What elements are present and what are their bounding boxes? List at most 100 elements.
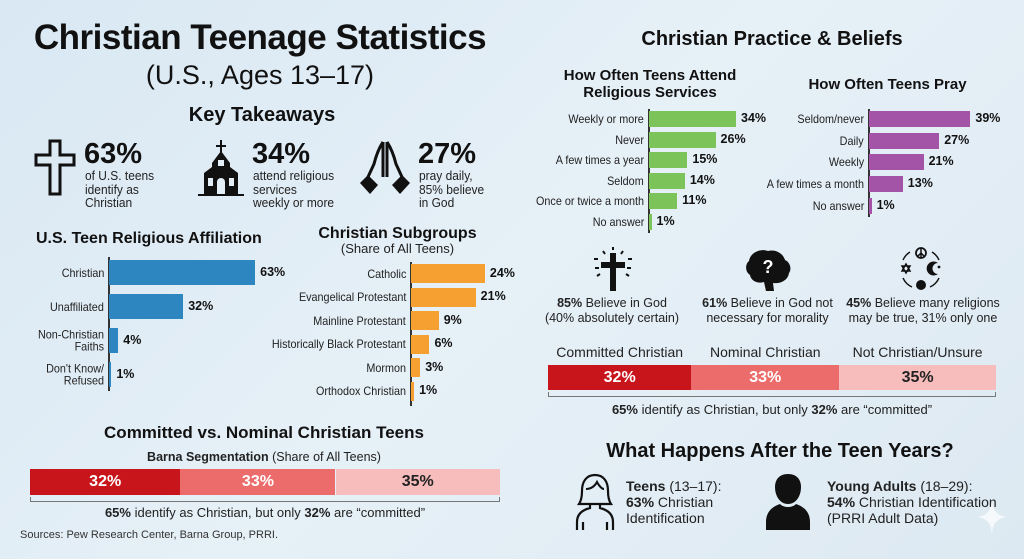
category-label: No answer bbox=[592, 214, 644, 229]
category-label: Orthodox Christian bbox=[315, 383, 406, 398]
sources: Sources: Pew Research Center, Barna Grou… bbox=[20, 529, 279, 541]
segment: 32% bbox=[548, 365, 692, 390]
prayer-chart: Seldom/never 39% Daily 27% Weekly 21% A few ti… bbox=[767, 109, 1008, 217]
bar bbox=[109, 260, 256, 285]
value-label: 1% bbox=[419, 383, 438, 397]
category-label: A few times a year bbox=[555, 152, 644, 167]
sparkle-icon bbox=[978, 500, 1006, 534]
subtitle-rest: (Share of All Teens) bbox=[272, 450, 381, 464]
value-label: 15% bbox=[692, 152, 718, 167]
page-title: Christian Teenage Statistics bbox=[33, 18, 487, 57]
category-label: Seldom/never bbox=[797, 111, 864, 126]
segment-label: Committed Christian bbox=[556, 344, 684, 360]
takeaway-text: of U.S. teens identify as Christian bbox=[85, 168, 155, 210]
category-label: Evangelical Protestant bbox=[298, 289, 406, 304]
segment: 33% bbox=[180, 469, 336, 495]
bracket bbox=[30, 497, 500, 502]
value-label: 21% bbox=[928, 154, 954, 169]
takeaway-text: pray daily, 85% believe in God bbox=[419, 168, 485, 210]
segment-label: Nominal Christian bbox=[710, 344, 821, 360]
category-label: Historically Black Protestant bbox=[272, 336, 406, 351]
bar bbox=[109, 328, 119, 353]
bar bbox=[869, 176, 903, 193]
commitment-note: 65% identify as Christian, but only 32% … bbox=[548, 402, 996, 417]
cross-icon bbox=[34, 139, 76, 196]
chart-title: U.S. Teen Religious Affiliation bbox=[36, 230, 262, 247]
takeaway-value: 34% bbox=[252, 138, 311, 170]
chart-title: Christian Subgroups bbox=[318, 225, 477, 242]
bar bbox=[869, 154, 924, 171]
female-person-icon bbox=[575, 473, 615, 530]
axis-line bbox=[410, 262, 412, 406]
bar bbox=[649, 152, 688, 169]
bar bbox=[649, 131, 716, 148]
group-value: 54% bbox=[827, 494, 856, 510]
affiliation-chart: Christian 63% Unaffiliated 32% Non-Christian… bbox=[38, 257, 308, 391]
bar bbox=[411, 358, 421, 377]
value-label: 1% bbox=[116, 366, 135, 381]
segment: 32% bbox=[30, 469, 181, 495]
category-label: Never bbox=[615, 132, 644, 147]
category-label: Daily bbox=[839, 133, 864, 148]
note-text: identify as Christian, but only bbox=[637, 402, 812, 417]
belief-value: 45% bbox=[846, 296, 872, 310]
segment: 35% bbox=[839, 365, 996, 390]
young-adult-stat: Young Adults (18–29): 54% Christian Ident… bbox=[827, 478, 997, 526]
value-label: 4% bbox=[123, 332, 142, 347]
segment: 35% bbox=[335, 469, 500, 495]
belief-text: necessary for morality bbox=[706, 311, 829, 325]
svg-text:?: ? bbox=[763, 257, 774, 277]
segment: 33% bbox=[691, 365, 840, 390]
belief-stat: 61% Believe in God not necessary for mora… bbox=[690, 296, 845, 326]
chart-subtitle: Barna Segmentation (Share of All Teens) bbox=[0, 450, 528, 464]
belief-text: may be true, 31% only one bbox=[848, 311, 998, 325]
value-label: 9% bbox=[443, 312, 462, 327]
chart-title: How Often Teens Pray bbox=[808, 76, 967, 93]
bar bbox=[649, 111, 737, 127]
value-label: 13% bbox=[907, 176, 933, 191]
value-label: 3% bbox=[425, 359, 444, 374]
chart-title: How Often Teens Attend Religious Service… bbox=[563, 67, 737, 101]
belief-text: (40% absolutely certain) bbox=[544, 311, 680, 325]
group-name: Young Adults bbox=[827, 478, 917, 494]
page-subtitle: (U.S., Ages 13–17) bbox=[145, 60, 375, 90]
note-text: are “committed” bbox=[330, 505, 426, 520]
group-range: (13–17): bbox=[665, 478, 722, 494]
value-label: 21% bbox=[480, 289, 506, 303]
belief-text: Believe many religions bbox=[871, 296, 1000, 310]
subgroups-chart: Catholic 24% Evangelical Protestant 21% Main… bbox=[272, 262, 515, 406]
bar bbox=[869, 197, 872, 214]
brain-question-icon: ? bbox=[746, 250, 791, 291]
many-religions-icon bbox=[900, 247, 941, 290]
bar bbox=[649, 193, 678, 210]
belief-stat: 45% Believe many religions may be true, 3… bbox=[843, 296, 1003, 326]
value-label: 39% bbox=[975, 111, 1001, 125]
subtitle-bold: Barna Segmentation bbox=[147, 450, 269, 464]
value-label: 6% bbox=[434, 336, 453, 350]
bracket bbox=[548, 392, 996, 397]
category-label: Seldom bbox=[607, 173, 644, 188]
belief-stat: 85% Believe in God (40% absolutely certai… bbox=[537, 296, 687, 326]
category-label: Catholic bbox=[366, 266, 406, 281]
category-label: Christian bbox=[61, 265, 104, 280]
value-label: 11% bbox=[682, 193, 707, 208]
note-bold: 65% bbox=[104, 505, 131, 520]
bar bbox=[649, 172, 685, 189]
note-bold: 32% bbox=[811, 402, 838, 417]
value-label: 1% bbox=[656, 214, 675, 228]
category-label: Don't Know/ Refused bbox=[46, 361, 104, 388]
takeaway-text: attend religious services weekly or more bbox=[253, 168, 335, 210]
note-bold: 65% bbox=[611, 402, 638, 417]
bar bbox=[109, 362, 112, 387]
chart-subtitle: (Share of All Teens) bbox=[340, 241, 455, 256]
group-range: (18–29): bbox=[916, 478, 973, 494]
bar bbox=[649, 214, 652, 230]
category-label: Weekly or more bbox=[568, 111, 644, 126]
category-label: Non-Christian Faiths bbox=[37, 327, 104, 354]
bar bbox=[411, 334, 430, 354]
group-text: Christian Identification bbox=[855, 494, 997, 510]
practice-heading: Christian Practice & Beliefs bbox=[641, 28, 903, 50]
bar bbox=[411, 311, 439, 330]
note-text: are “committed” bbox=[837, 402, 933, 417]
radiant-cross-icon bbox=[594, 247, 632, 291]
